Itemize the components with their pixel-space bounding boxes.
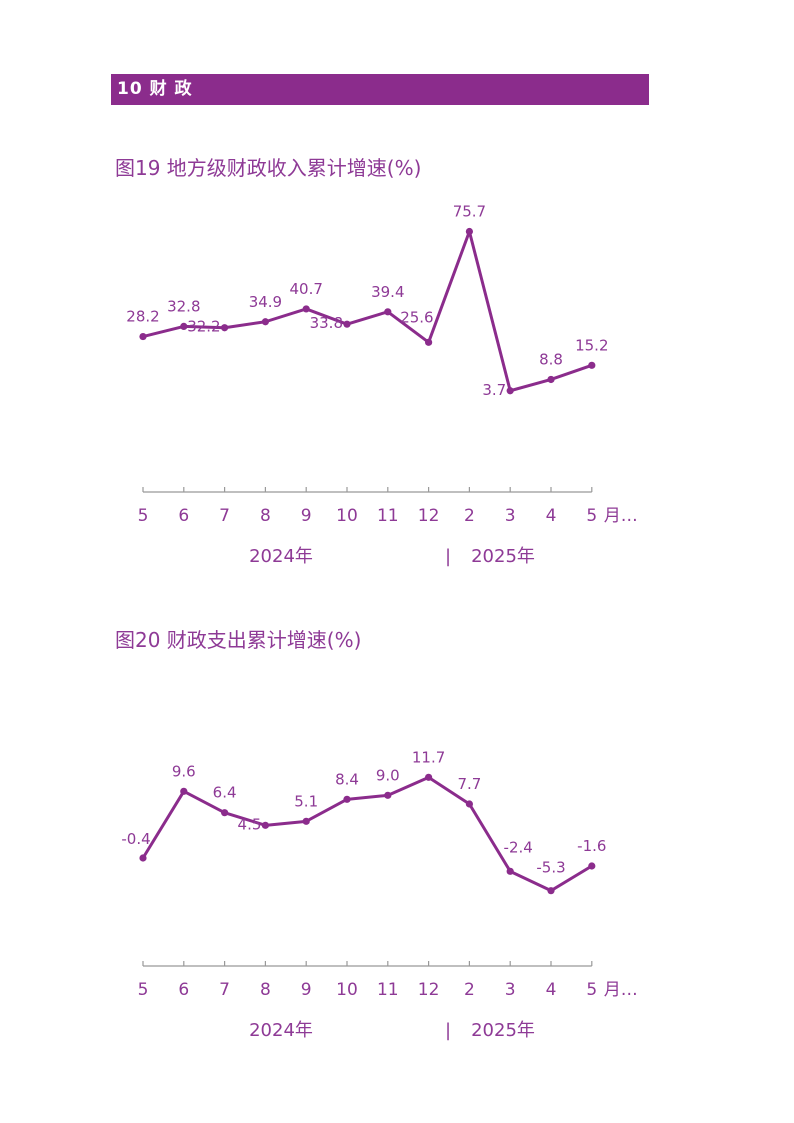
x-tick-label: 5 (586, 506, 597, 526)
x-tick-label: 10 (336, 506, 358, 526)
data-point (261, 821, 269, 829)
data-label: 28.2 (126, 308, 159, 326)
data-label: -1.6 (577, 837, 606, 855)
data-point (180, 787, 188, 795)
data-label: 6.4 (213, 784, 237, 802)
x-tick-label: 3 (505, 506, 516, 526)
data-label: 5.1 (294, 792, 318, 810)
data-label: 25.6 (400, 308, 433, 326)
data-label: 9.0 (376, 766, 400, 784)
data-label: 3.7 (482, 381, 506, 399)
year-separator: | (445, 546, 451, 567)
x-tick-label: 7 (219, 506, 230, 526)
data-label: 75.7 (453, 203, 486, 221)
chart-title-fig19: 图19 地方级财政收入累计增速(%) (115, 156, 422, 180)
data-point (588, 862, 596, 870)
x-tick-label: 9 (301, 980, 312, 1000)
data-point (425, 338, 433, 346)
data-point (302, 817, 310, 825)
data-point (343, 795, 351, 803)
data-point (139, 854, 147, 862)
data-point (465, 800, 473, 808)
data-point (180, 322, 188, 330)
x-tick-label: 2 (464, 506, 475, 526)
data-point (384, 308, 392, 316)
data-label: 33.8 (310, 314, 343, 332)
data-label: 32.2 (187, 318, 220, 336)
data-label: 34.9 (249, 293, 282, 311)
x-tick-label: 12 (418, 506, 440, 526)
year-label-2024: 2024年 (249, 546, 313, 567)
x-tick-label: 6 (178, 980, 189, 1000)
data-label: 8.4 (335, 770, 359, 788)
data-point (261, 318, 269, 326)
x-tick-label: 12 (418, 980, 440, 1000)
x-tick-label: 10 (336, 980, 358, 1000)
data-label: 32.8 (167, 297, 200, 315)
data-point (588, 361, 596, 369)
x-tick-label: 9 (301, 506, 312, 526)
data-point (384, 791, 392, 799)
x-tick-label: 4 (546, 506, 557, 526)
data-label: 9.6 (172, 762, 196, 780)
year-label-2025: 2025年 (471, 1020, 535, 1041)
data-point (302, 305, 310, 313)
x-tick-label: 5 (138, 980, 149, 1000)
data-point (221, 324, 229, 332)
x-axis-unit: 月… (604, 506, 638, 526)
series-line (141, 775, 593, 893)
x-tick-label: 11 (377, 980, 399, 1000)
data-point (465, 227, 473, 236)
data-point (506, 867, 514, 875)
x-tick-label: 8 (260, 980, 271, 1000)
data-point (506, 387, 514, 395)
x-tick-label: 5 (138, 506, 149, 526)
chart-fig20: 5 6 7 8 9 10 11 12 2 3 4 5 月… 2024年 | 2025年 -0.4 9.6 6.44.… (121, 748, 638, 1041)
data-label: 40.7 (289, 280, 322, 298)
year-label-2025: 2025年 (471, 546, 535, 567)
x-tick-label: 8 (260, 506, 271, 526)
data-label: 4.5 (238, 815, 262, 833)
data-label: 7.7 (457, 775, 481, 793)
x-tick-label: 5 (586, 980, 597, 1000)
data-point (139, 332, 147, 341)
chart-title-fig20: 图20 财政支出累计增速(%) (115, 628, 362, 652)
data-label: 8.8 (539, 350, 563, 368)
x-tick-label: 4 (546, 980, 557, 1000)
year-separator: | (445, 1020, 451, 1041)
chart-fig19: 5 6 7 8 9 10 11 12 2 3 4 5 月… 2024年 | 2025年 28.2 32.8 32.2… (126, 203, 638, 567)
data-point (425, 773, 433, 781)
data-label: -2.4 (504, 838, 533, 856)
data-label: 11.7 (412, 748, 445, 766)
data-point (343, 320, 351, 328)
x-axis-unit: 月… (604, 980, 638, 1000)
data-label: 39.4 (371, 283, 404, 301)
data-point (221, 809, 229, 817)
data-label: -5.3 (536, 859, 565, 877)
x-tick-label: 11 (377, 506, 399, 526)
x-tick-label: 2 (464, 980, 475, 1000)
data-point (547, 887, 555, 895)
series-line (142, 230, 593, 393)
data-label: 15.2 (575, 336, 608, 354)
x-tick-label: 3 (505, 980, 516, 1000)
data-label: -0.4 (121, 830, 150, 848)
x-tick-label: 7 (219, 980, 230, 1000)
section-header: 10 财 政 (111, 74, 649, 105)
x-tick-label: 6 (178, 506, 189, 526)
data-point (547, 375, 555, 384)
year-label-2024: 2024年 (249, 1020, 313, 1041)
